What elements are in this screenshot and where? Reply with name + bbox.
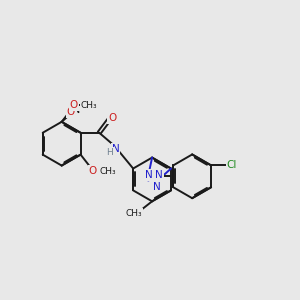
Text: CH₃: CH₃ [126,208,142,217]
Text: O: O [70,100,78,110]
Text: N: N [155,170,163,181]
Text: N: N [112,144,120,154]
Text: CH₃: CH₃ [99,167,116,176]
Text: H: H [106,148,113,157]
Text: N: N [146,170,153,180]
Text: O: O [108,113,116,123]
Text: O: O [89,166,97,176]
Text: N: N [153,182,160,192]
Text: CH₃: CH₃ [80,101,97,110]
Text: Cl: Cl [226,160,237,170]
Text: O: O [67,107,75,117]
